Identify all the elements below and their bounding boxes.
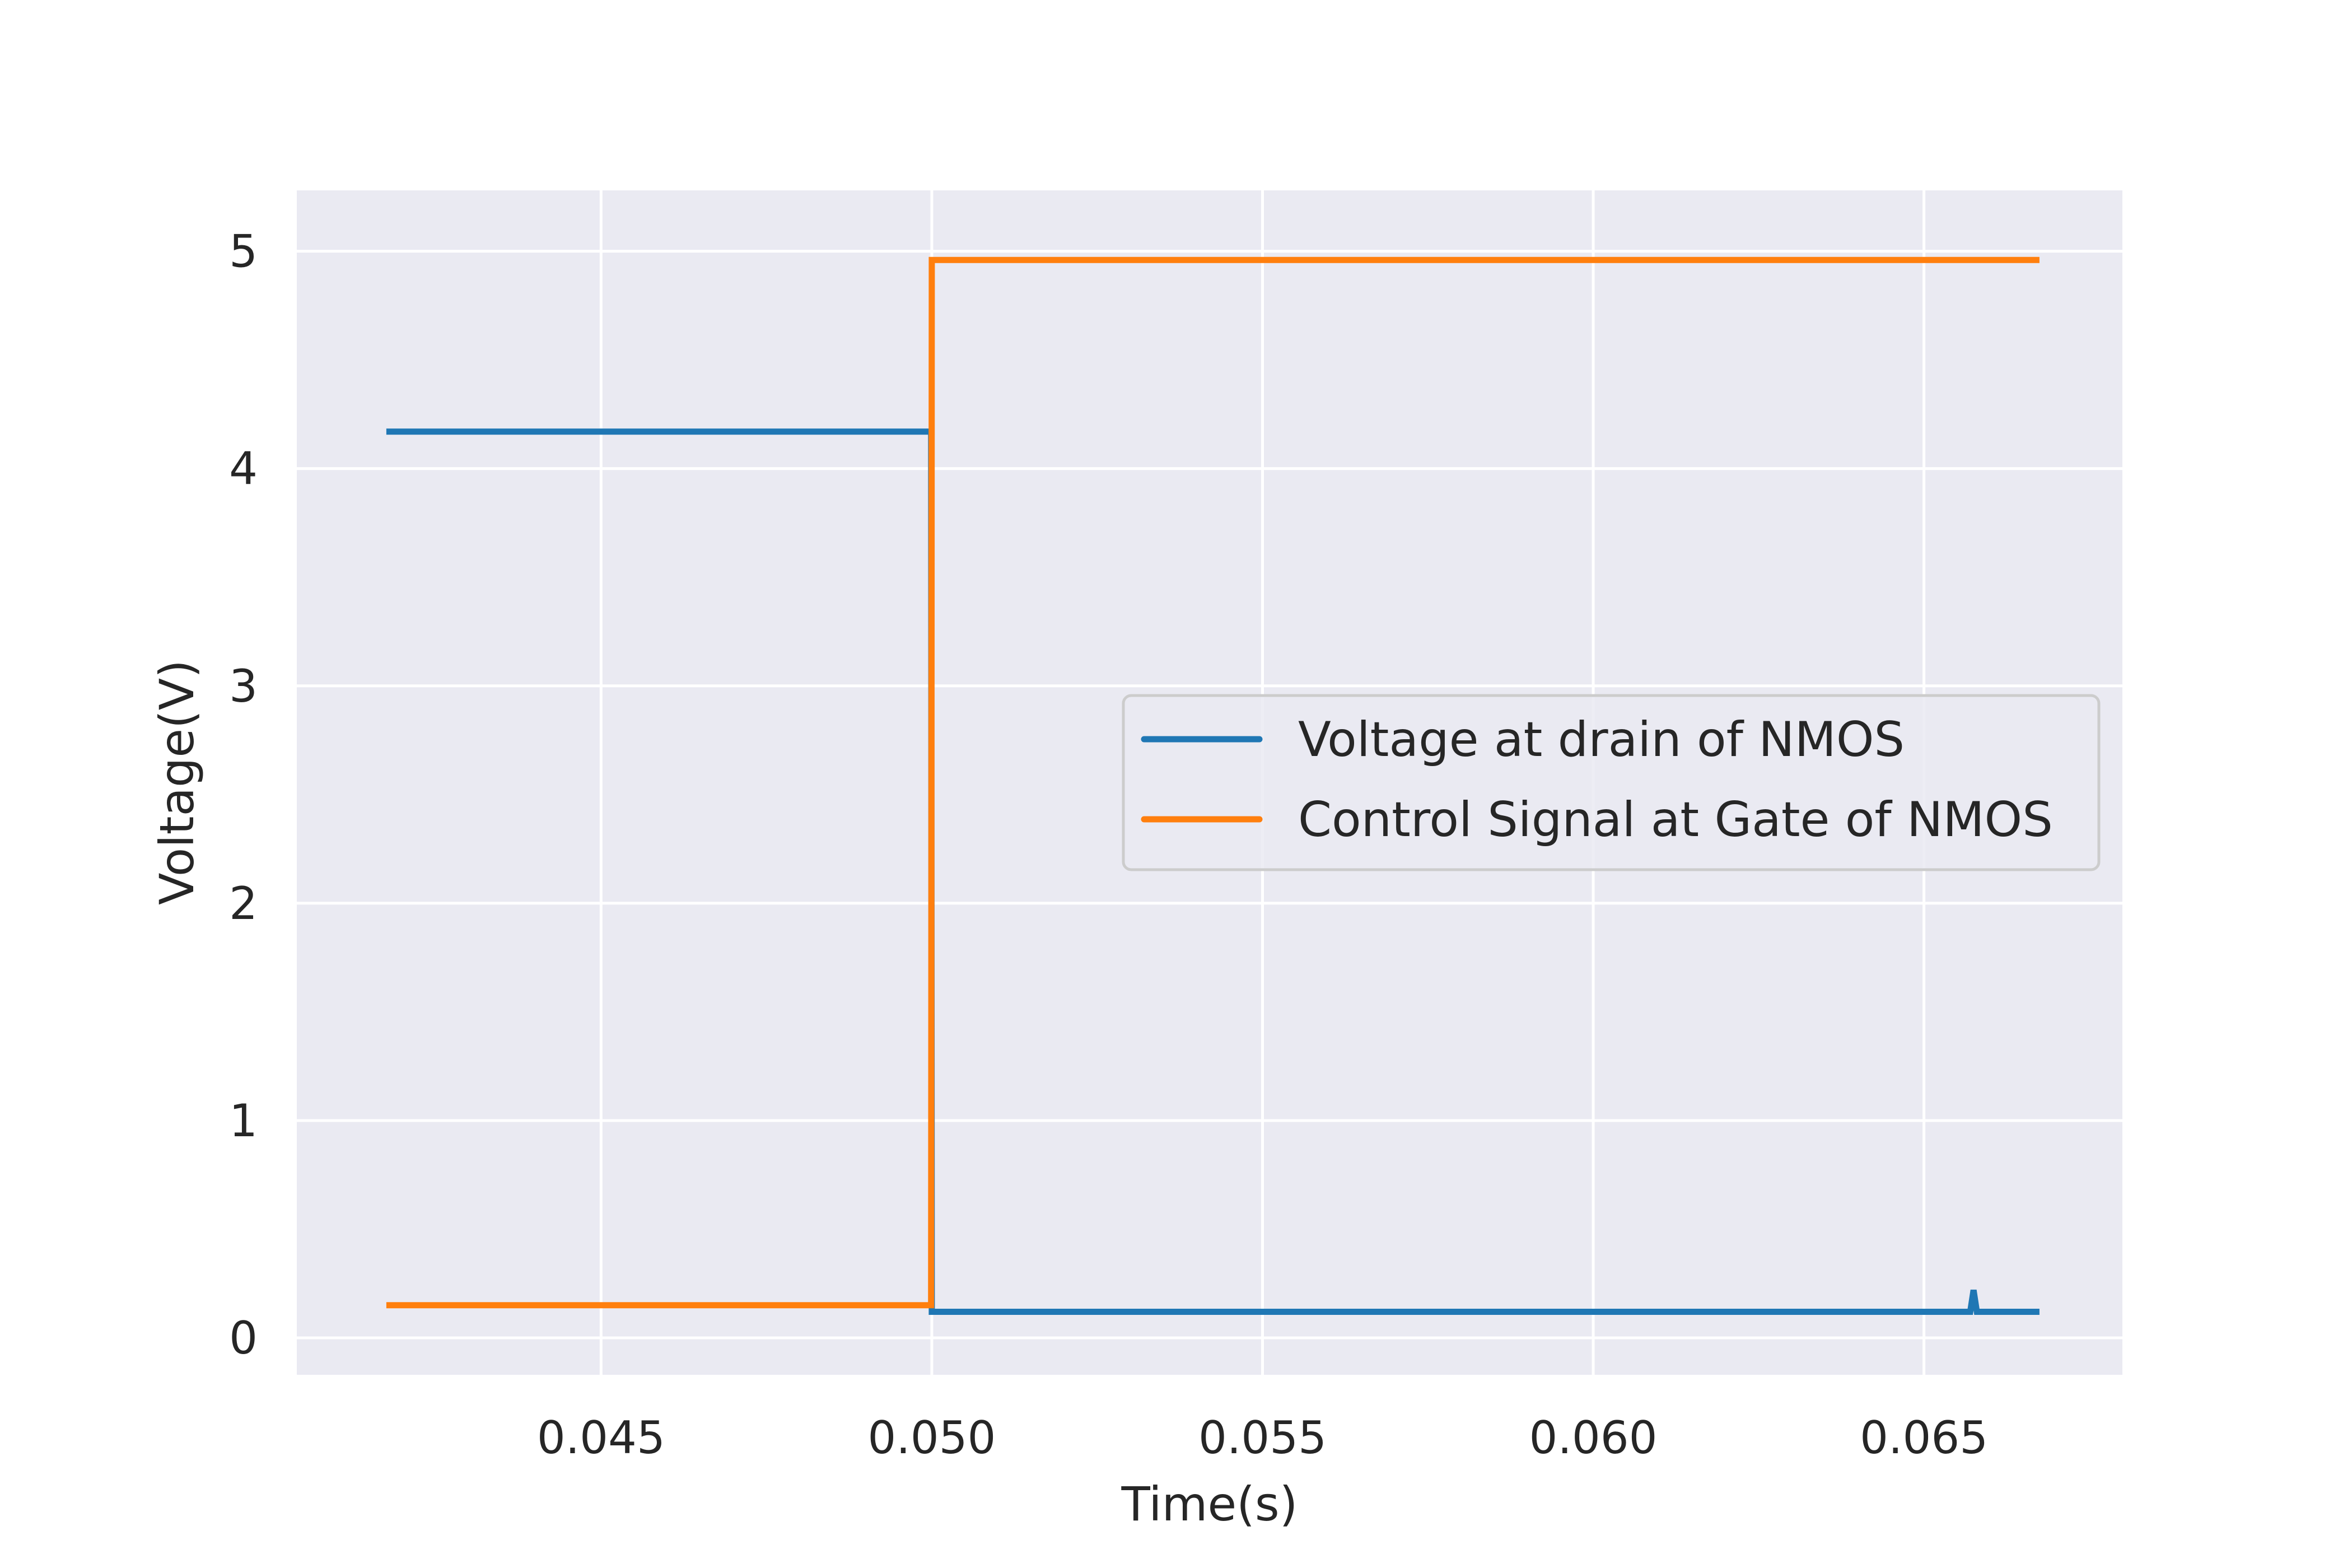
y-tick-label: 1 (229, 1095, 258, 1147)
legend-label-drain: Voltage at drain of NMOS (1298, 712, 1905, 768)
series-layer (386, 256, 2040, 1315)
y-tick-label: 2 (229, 878, 258, 930)
y-tick-label: 4 (229, 443, 258, 495)
x-tick-label: 0.045 (537, 1412, 665, 1464)
x-tick-label: 0.060 (1529, 1412, 1658, 1464)
y-tick-label: 0 (229, 1312, 258, 1364)
legend-box (1122, 694, 2101, 871)
y-tick-labels: 0 1 2 3 4 5 (229, 226, 258, 1364)
x-tick-label: 0.055 (1198, 1412, 1327, 1464)
x-tick-labels: 0.045 0.050 0.055 0.060 0.065 (537, 1412, 1988, 1464)
legend-label-gate: Control Signal at Gate of NMOS (1298, 792, 2053, 848)
y-tick-label: 3 (229, 660, 258, 712)
x-tick-label: 0.050 (867, 1412, 996, 1464)
legend: Voltage at drain of NMOS Control Signal … (1122, 694, 2101, 871)
x-tick-label: 0.065 (1860, 1412, 1988, 1464)
series-line-gate (386, 256, 2040, 1309)
x-axis-label: Time(s) (1121, 1477, 1298, 1532)
y-tick-label: 5 (229, 226, 258, 278)
y-axis-label: Voltage(V) (150, 660, 204, 905)
